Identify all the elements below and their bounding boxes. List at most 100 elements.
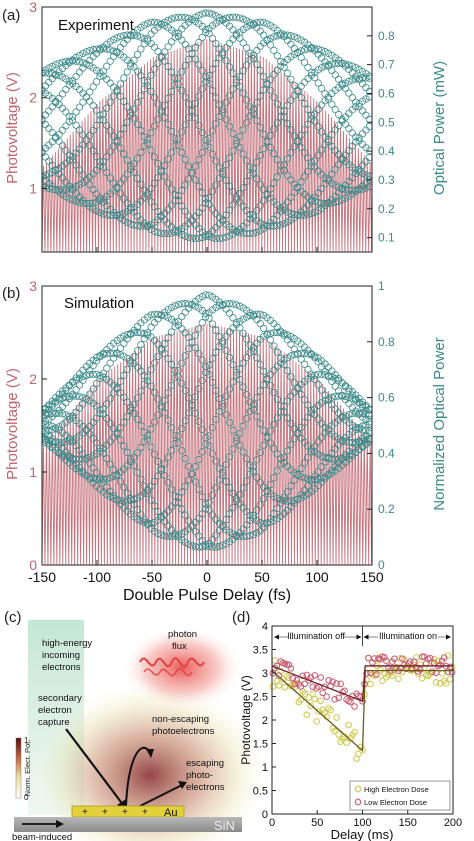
a-optical-point [82, 93, 90, 101]
b-x-tick-label: -100 [83, 569, 111, 585]
a-optical-point [181, 232, 189, 240]
a-optical-point [48, 62, 56, 70]
a-optical-point [92, 106, 101, 114]
a-optical-point [358, 130, 367, 138]
au-label: Au [164, 807, 177, 819]
b-optical-point [205, 291, 213, 299]
b-optical-point [167, 381, 176, 389]
a-optical-point [198, 129, 206, 137]
a-optical-point [277, 207, 285, 215]
b-optical-point [195, 417, 203, 425]
b-x-tick-label: 0 [203, 569, 211, 585]
b-optical-point [150, 527, 159, 535]
b-optical-point [270, 389, 278, 397]
b-optical-point [191, 527, 200, 536]
b-optical-point [229, 489, 237, 497]
a-optical-point [280, 31, 288, 39]
b-optical-point [273, 348, 281, 356]
b-optical-point [144, 519, 152, 527]
b-optical-point [120, 442, 128, 450]
b-optical-point [82, 471, 90, 480]
b-optical-point [191, 478, 200, 486]
b-optical-point [82, 454, 90, 463]
a-optical-point [185, 14, 193, 23]
a-optical-point [45, 69, 53, 77]
a-optical-point [198, 204, 206, 212]
b-optical-point [191, 543, 200, 551]
legend-marker-high [354, 785, 362, 793]
a-optical-point [106, 57, 114, 65]
a-optical-point [164, 155, 172, 163]
a-optical-point [161, 230, 169, 238]
b-optical-point [205, 506, 213, 514]
b-optical-point [164, 532, 172, 541]
a-optical-point [174, 80, 182, 88]
b-optical-point [96, 352, 104, 360]
b-optical-point [243, 532, 251, 540]
a-optical-point [287, 126, 295, 134]
legend-label-high: High Electron Dose [364, 785, 429, 794]
a-optical-point [164, 43, 172, 51]
a-optical-point [133, 174, 142, 182]
panel-b: 0 1 2 3 0 0.2 0.4 0.6 0.8 1 -150 -100 -50 0 50 100 150 (… [2, 278, 448, 604]
a-optical-point [236, 14, 244, 22]
a-optical-point [58, 73, 67, 81]
b-optical-point [232, 437, 240, 445]
a-optical-point [150, 65, 159, 73]
a-optical-point [150, 122, 159, 130]
b-optical-point [157, 311, 165, 319]
a-optical-point [120, 175, 128, 183]
a-optical-point [266, 185, 275, 193]
a-optical-point [229, 188, 237, 196]
b-optical-point [195, 350, 203, 358]
b-optical-point [318, 452, 326, 460]
b-optical-point [229, 445, 237, 453]
a-optical-point [86, 141, 94, 150]
b-optical-point [133, 449, 142, 457]
panel-d-point [424, 672, 432, 680]
plus-sign-2: + [102, 807, 108, 818]
b-optical-point [256, 449, 264, 457]
b-optical-point [348, 421, 356, 429]
a-optical-point [86, 181, 94, 189]
b-optical-point [256, 501, 264, 509]
beam-text-1: beam-induced [12, 832, 72, 841]
b-optical-point [188, 338, 196, 346]
panel-b-axes: 0 1 2 3 0 0.2 0.4 0.6 0.8 1 -150 -100 -50 0 50 100 150 [28, 278, 395, 585]
a-optical-point [103, 211, 111, 219]
b-optical-point [137, 367, 145, 375]
a-optical-point [273, 119, 281, 127]
a-optical-point [69, 196, 77, 204]
b-optical-point [120, 393, 128, 401]
a-optical-point [290, 91, 298, 99]
b-optical-point [198, 448, 206, 456]
a-optical-point [232, 79, 240, 87]
b-optical-point [150, 319, 159, 327]
a-optical-point [167, 185, 176, 193]
b-optical-point [263, 375, 271, 384]
b-optical-point [236, 429, 244, 438]
a-optical-point [287, 40, 295, 48]
b-optical-point [120, 352, 128, 360]
a-optical-point [246, 171, 254, 179]
a-optical-point [314, 123, 322, 131]
b-optical-point [318, 463, 326, 471]
b-optical-point [212, 348, 220, 356]
a-right-tick-label: 0.6 [378, 86, 395, 100]
b-optical-point [181, 538, 189, 546]
b-optical-point [171, 439, 179, 447]
b-optical-point [222, 392, 230, 400]
a-optical-point [222, 98, 230, 107]
b-optical-point [341, 437, 350, 446]
b-optical-point [212, 303, 220, 312]
a-optical-point [181, 13, 189, 22]
b-optical-point [260, 524, 268, 532]
a-optical-point [263, 138, 271, 146]
b-optical-point [256, 420, 264, 428]
b-optical-point [365, 418, 372, 426]
b-optical-point [137, 517, 145, 525]
b-optical-point [232, 301, 240, 309]
b-optical-point [253, 506, 261, 514]
a-optical-point [171, 81, 179, 89]
b-optical-point [294, 470, 302, 478]
